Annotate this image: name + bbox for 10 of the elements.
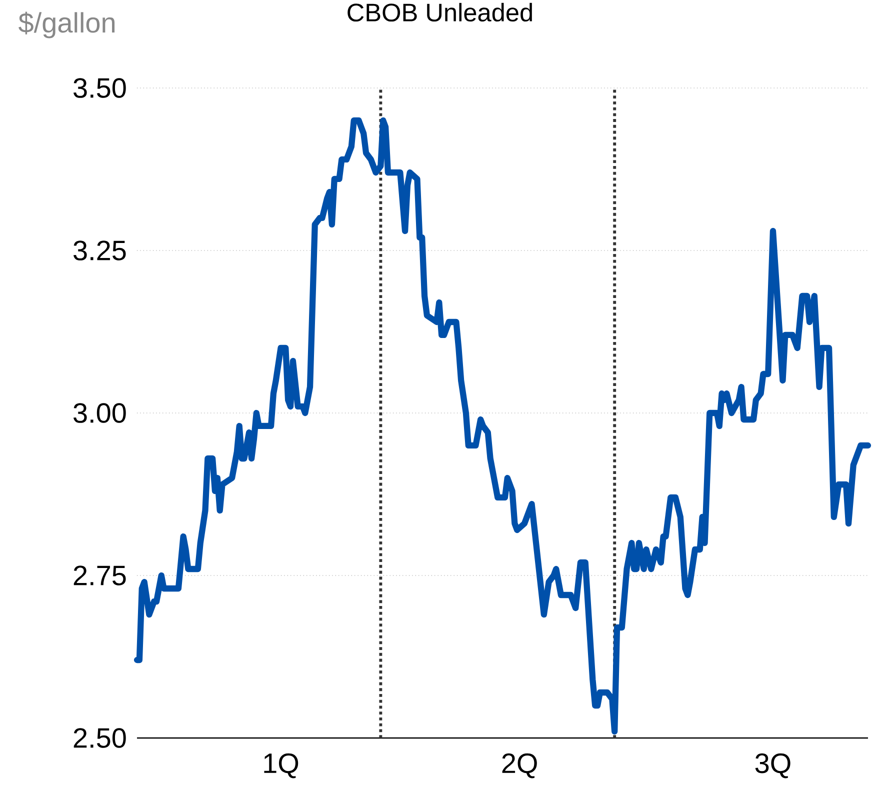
x-tick-label: 3Q: [755, 753, 790, 778]
y-tick-label: 3.50: [74, 78, 126, 98]
y-tick-label: 3.25: [74, 240, 126, 260]
y-tick-label: 2.50: [74, 728, 126, 748]
y-axis-title: $/gallon: [18, 12, 115, 38]
y-tick-label: 2.75: [74, 566, 126, 586]
chart-title: CBOB Unleaded: [348, 2, 532, 22]
x-tick-label: 2Q: [502, 753, 537, 778]
y-tick-label: 3.00: [74, 403, 126, 423]
x-tick-label: 1Q: [264, 753, 298, 778]
